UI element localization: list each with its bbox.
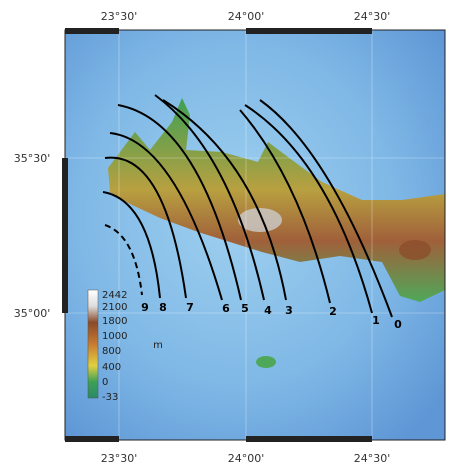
label: 0	[102, 377, 108, 388]
label: 2442	[102, 290, 127, 301]
label: 24°00'	[228, 452, 265, 465]
page: {"frame": {"top_labels": ["23°30'", "24°…	[0, 0, 461, 468]
label: 35°00'	[14, 307, 51, 320]
label: m	[153, 340, 163, 351]
label: 24°30'	[354, 10, 391, 23]
mountain	[399, 240, 431, 260]
label: 23°30'	[101, 10, 138, 23]
map: 23°30' 24°00' 24°30' 23°30' 24°00' 24°30' 35°3…	[0, 0, 461, 468]
label: 2100	[102, 302, 127, 313]
label: 8	[159, 301, 167, 314]
label: 1000	[102, 331, 127, 342]
label: 5	[241, 302, 249, 315]
label: 4	[264, 304, 272, 317]
label: 7	[186, 301, 194, 314]
label: 9	[141, 301, 149, 314]
label: 23°30'	[101, 452, 138, 465]
island	[256, 356, 276, 368]
label: 3	[285, 304, 293, 317]
label: 0	[394, 318, 402, 331]
label: 35°30'	[14, 152, 51, 165]
label: 1800	[102, 316, 127, 327]
label: 24°00'	[228, 10, 265, 23]
label: 24°30'	[354, 452, 391, 465]
label: 800	[102, 346, 121, 357]
label: 400	[102, 362, 121, 373]
label: 2	[329, 305, 337, 318]
label: 1	[372, 314, 380, 327]
label: -33	[102, 392, 118, 403]
label: 6	[222, 302, 230, 315]
colorbar	[88, 290, 98, 398]
